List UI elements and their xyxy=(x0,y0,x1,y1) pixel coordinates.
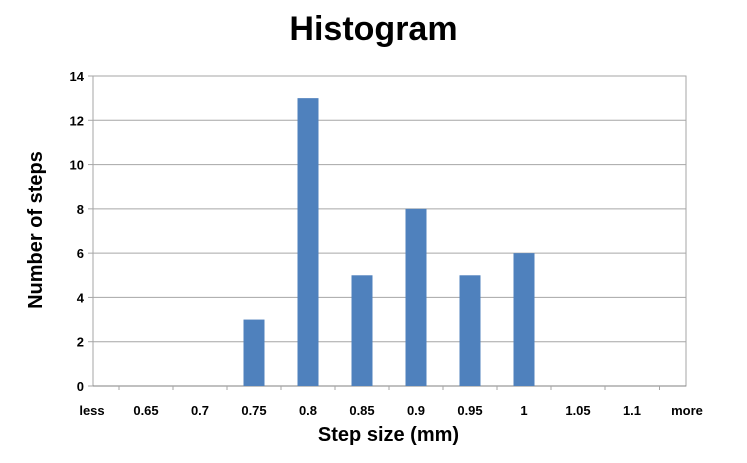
x-tick-label: 0.7 xyxy=(191,403,209,418)
histogram-bar xyxy=(297,98,319,387)
y-tick-label: 2 xyxy=(77,335,84,350)
histogram-bar xyxy=(513,253,535,386)
x-axis-label: Step size (mm) xyxy=(317,424,460,446)
x-tick-label: 0.8 xyxy=(299,403,317,418)
x-tick-label: 1.1 xyxy=(623,403,641,418)
y-tick-label: 0 xyxy=(77,379,84,394)
y-tick-label: 10 xyxy=(70,158,84,173)
x-tick-label: 1 xyxy=(520,403,527,418)
chart-title: Histogram xyxy=(289,10,458,48)
x-tick-label: 0.65 xyxy=(133,403,158,418)
y-tick-label: 14 xyxy=(70,69,85,84)
y-tick-label: 4 xyxy=(77,290,85,305)
x-tick-label: 0.75 xyxy=(241,403,266,418)
histogram-bar xyxy=(459,275,481,386)
histogram-bar xyxy=(243,319,265,386)
y-tick-label: 8 xyxy=(77,202,84,217)
x-tick-label: 0.85 xyxy=(349,403,374,418)
histogram-bar xyxy=(351,275,373,386)
x-tick-label: 1.05 xyxy=(565,403,590,418)
x-tick-label: less xyxy=(79,403,104,418)
plot-frame xyxy=(92,75,687,387)
histogram-bar xyxy=(405,208,427,386)
x-tick-label: more xyxy=(671,403,703,418)
x-tick-label: 0.9 xyxy=(407,403,425,418)
y-tick-label: 6 xyxy=(77,246,84,261)
y-tick-label: 12 xyxy=(70,113,84,128)
x-tick-label: 0.95 xyxy=(457,403,482,418)
